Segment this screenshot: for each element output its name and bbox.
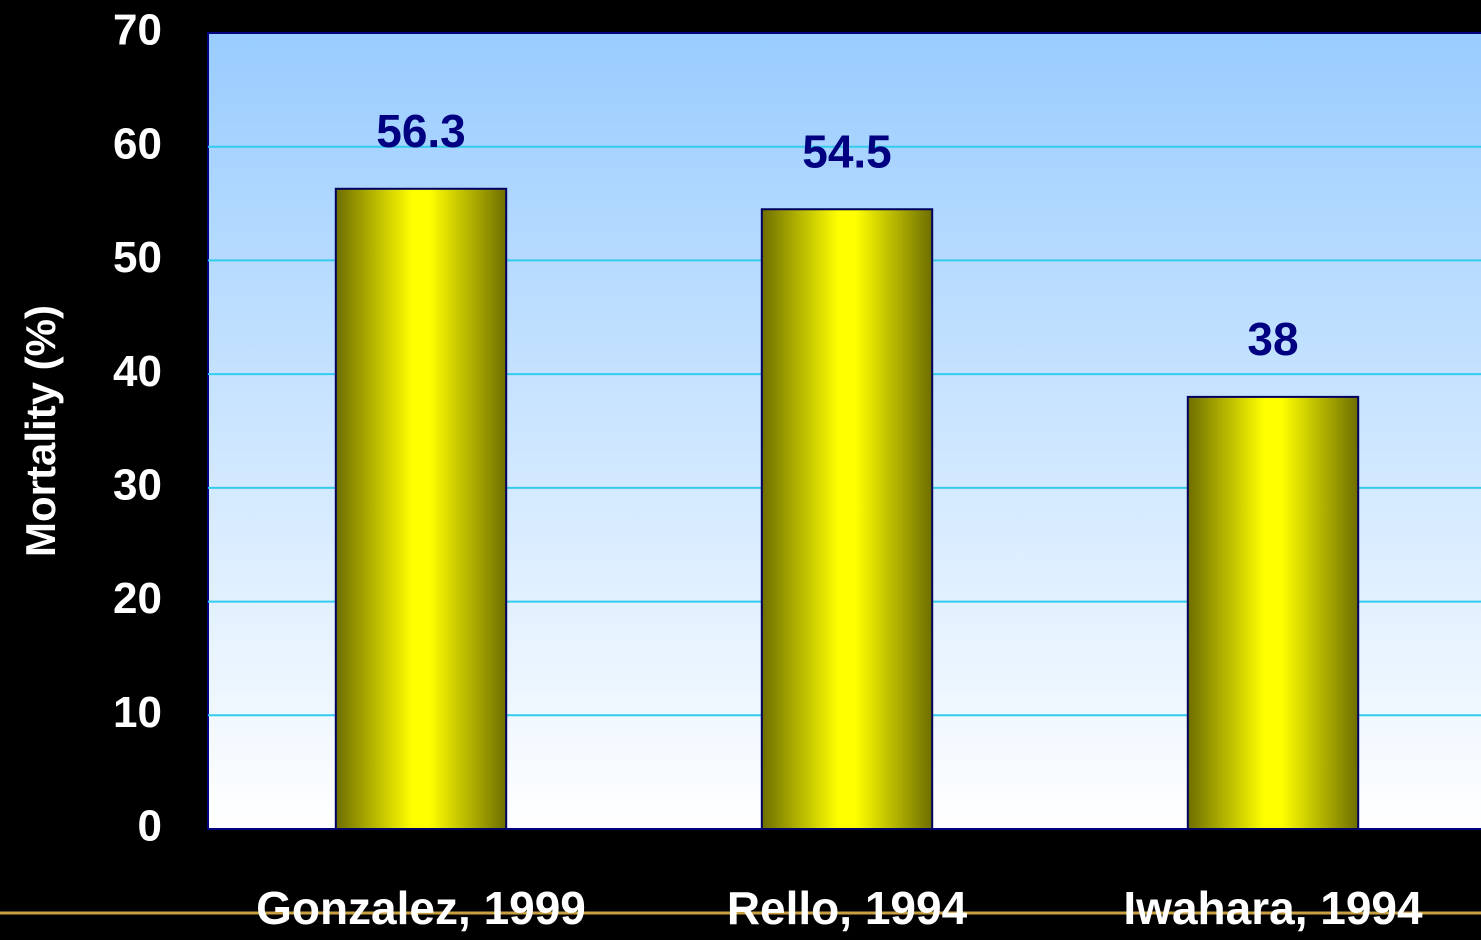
y-tick-label: 40 [113,347,162,396]
y-tick-label: 10 [113,688,162,737]
x-tick-label: Iwahara, 1994 [1123,882,1423,934]
bar [760,208,934,830]
y-tick-label: 30 [113,460,162,509]
value-label: 54.5 [802,125,892,177]
value-label: 56.3 [376,105,466,157]
bar [1186,395,1360,830]
y-tick-label: 20 [113,574,162,623]
x-tick-label: Gonzalez, 1999 [256,882,586,934]
bar [334,187,508,830]
x-tick-label: Rello, 1994 [727,882,968,934]
y-axis-title: Mortality (%) [17,305,64,557]
y-tick-label: 60 [113,119,162,168]
value-label: 38 [1247,313,1298,365]
y-tick-label: 50 [113,233,162,282]
y-tick-label: 0 [138,802,162,851]
y-tick-label: 70 [113,6,162,55]
